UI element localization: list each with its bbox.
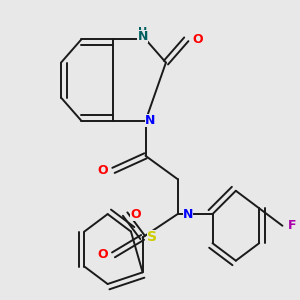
Text: N: N bbox=[137, 30, 148, 43]
Text: O: O bbox=[192, 33, 203, 46]
Text: S: S bbox=[147, 230, 157, 244]
Text: F: F bbox=[288, 219, 297, 232]
Text: N: N bbox=[183, 208, 193, 220]
Text: H: H bbox=[138, 27, 147, 37]
Text: O: O bbox=[98, 248, 108, 261]
Text: N: N bbox=[145, 114, 155, 128]
Text: O: O bbox=[130, 208, 141, 220]
Text: O: O bbox=[97, 164, 108, 177]
